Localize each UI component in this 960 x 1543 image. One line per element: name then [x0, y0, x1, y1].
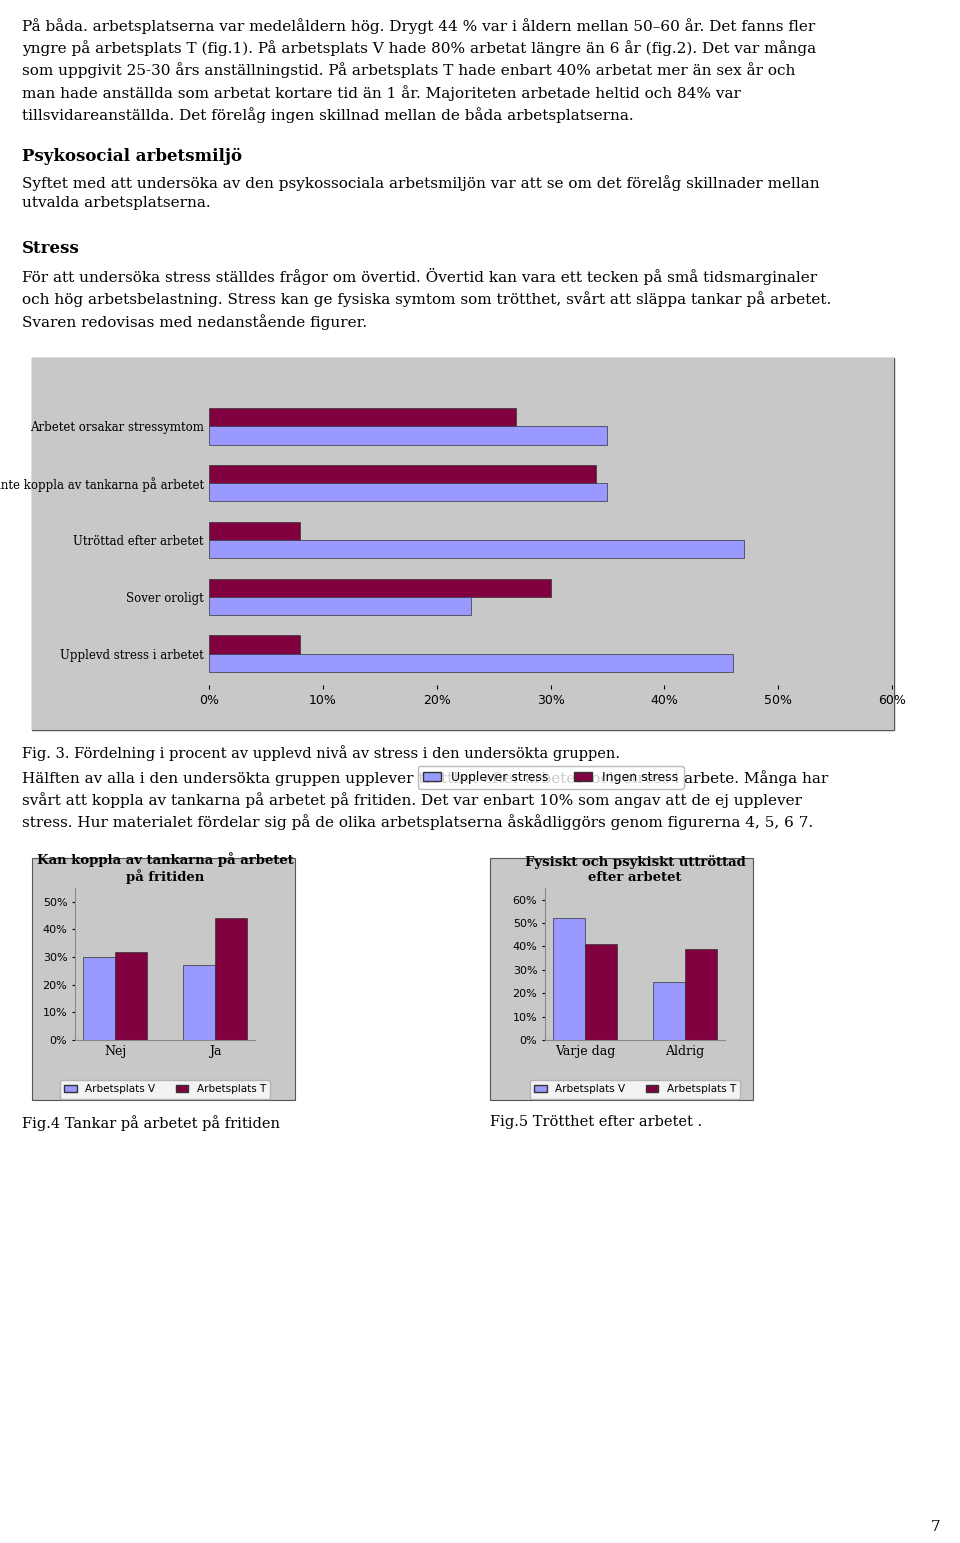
Bar [209, 654, 732, 671]
Bar [183, 966, 215, 1040]
Bar [209, 540, 744, 559]
Bar [215, 918, 247, 1040]
Bar [209, 483, 608, 501]
Text: Fig.5 Trötthet efter arbetet .: Fig.5 Trötthet efter arbetet . [490, 1116, 702, 1129]
Bar [653, 981, 684, 1040]
Text: Syftet med att undersöka av den psykossociala arbetsmiljön var att se om det för: Syftet med att undersöka av den psykosso… [22, 174, 820, 210]
Text: Fig.4 Tankar på arbetet på fritiden: Fig.4 Tankar på arbetet på fritiden [22, 1116, 280, 1131]
Bar [209, 579, 551, 597]
Bar [209, 409, 516, 426]
Bar [115, 952, 147, 1040]
Bar [209, 522, 300, 540]
Bar [684, 949, 717, 1040]
Text: Nivå av stress i den undersökta gruppen: Nivå av stress i den undersökta gruppen [307, 366, 653, 381]
Text: Hälften av alla i den undersökta gruppen upplever trötthet efter arbetet  och st: Hälften av alla i den undersökta gruppen… [22, 770, 828, 830]
Bar [209, 636, 300, 654]
Bar [209, 464, 596, 483]
Bar [553, 918, 585, 1040]
Bar [209, 426, 608, 444]
Legend: Upplever stress, Ingen stress: Upplever stress, Ingen stress [418, 765, 684, 788]
Text: 7: 7 [930, 1520, 940, 1534]
Legend: Arbetsplats V, Arbetsplats T: Arbetsplats V, Arbetsplats T [530, 1080, 740, 1099]
Text: För att undersöka stress ställdes frågor om övertid. Övertid kan vara ett tecken: För att undersöka stress ställdes frågor… [22, 268, 831, 330]
Text: Fig. 3. Fördelning i procent av upplevd nivå av stress i den undersökta gruppen.: Fig. 3. Fördelning i procent av upplevd … [22, 745, 620, 761]
Title: Fysiskt och psykiskt uttröttad
efter arbetet: Fysiskt och psykiskt uttröttad efter arb… [524, 855, 745, 884]
Legend: Arbetsplats V, Arbetsplats T: Arbetsplats V, Arbetsplats T [60, 1080, 270, 1099]
Title: Kan koppla av tankarna på arbetet
på fritiden: Kan koppla av tankarna på arbetet på fri… [36, 852, 294, 884]
Bar [84, 957, 115, 1040]
Text: På båda. arbetsplatserna var medelåldern hög. Drygt 44 % var i åldern mellan 50–: På båda. arbetsplatserna var medelåldern… [22, 19, 816, 123]
Bar [209, 597, 471, 616]
Text: Stress: Stress [22, 241, 80, 258]
Bar [585, 944, 617, 1040]
Text: Psykosocial arbetsmiljö: Psykosocial arbetsmiljö [22, 148, 242, 165]
